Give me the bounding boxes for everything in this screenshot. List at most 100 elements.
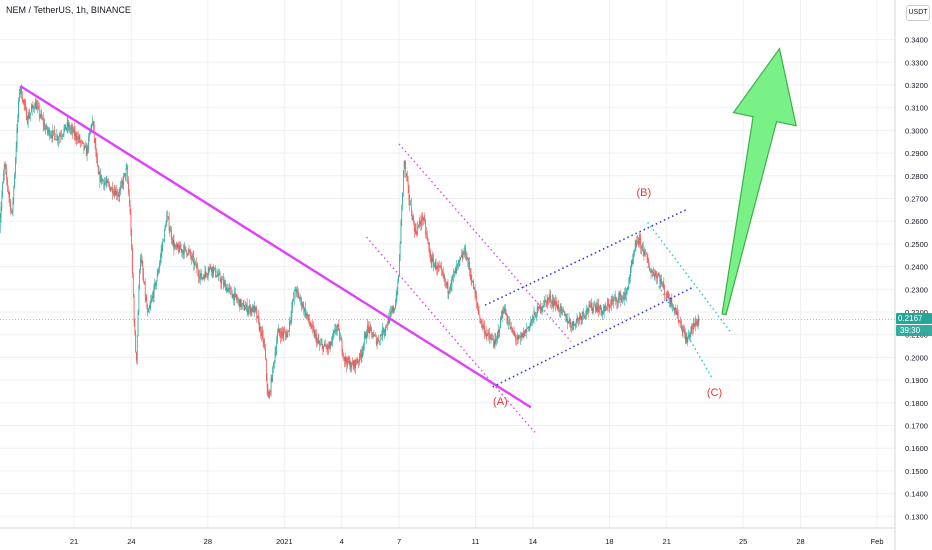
candle-body <box>387 318 389 326</box>
candle-body <box>233 294 235 301</box>
candle-body <box>42 117 43 119</box>
candle-body <box>532 316 533 320</box>
descending-trendline[interactable] <box>19 85 532 409</box>
candle-body <box>625 293 626 295</box>
descending-channel-line[interactable] <box>398 143 572 342</box>
candle-body <box>433 259 434 267</box>
candle-body <box>669 298 670 302</box>
candle-body <box>119 190 121 197</box>
candle-body <box>90 125 92 131</box>
candle-body <box>432 257 434 260</box>
candle-body <box>75 132 77 139</box>
candle-body <box>473 280 474 290</box>
currency-unit-button[interactable]: USDT <box>906 5 930 21</box>
candle-body <box>290 316 292 321</box>
candle-body <box>271 377 273 381</box>
candle-body <box>318 339 320 344</box>
candle-body <box>661 284 663 286</box>
candle-body <box>534 312 536 314</box>
candle-body <box>80 141 82 143</box>
candle-body <box>269 391 271 393</box>
candle-body <box>252 306 254 312</box>
candle-body <box>634 251 635 255</box>
candle-body <box>323 346 325 352</box>
candle-body <box>371 327 372 333</box>
candle-body <box>426 234 428 239</box>
candle-body <box>338 325 340 330</box>
candle-body <box>474 288 476 295</box>
candle-body <box>10 200 11 211</box>
candle-body <box>665 294 667 297</box>
candle-body <box>206 273 207 276</box>
candle-body <box>183 250 184 255</box>
candle-body <box>106 180 108 183</box>
candle-body <box>472 280 474 282</box>
candle-body <box>203 276 205 279</box>
wave-label[interactable]: (A) <box>493 396 508 408</box>
candle-body <box>616 298 618 303</box>
candle-body <box>41 113 43 118</box>
candle-body <box>81 141 82 142</box>
candle-body <box>666 296 668 298</box>
corrective-channel-line[interactable] <box>647 221 733 334</box>
candle-body <box>675 310 677 311</box>
candle-body <box>225 283 227 291</box>
candle-body <box>599 305 601 309</box>
corrective-channel-line[interactable] <box>646 266 714 380</box>
ascending-channel-line[interactable] <box>492 286 694 388</box>
candle-body <box>398 275 399 282</box>
candle-body <box>72 127 74 133</box>
candle-body <box>89 130 91 134</box>
candle-body <box>9 196 11 201</box>
candle-body <box>530 322 532 324</box>
y-tick-label: 0.1700 <box>905 422 928 431</box>
candle-body <box>549 295 551 298</box>
candle-body <box>340 338 341 340</box>
candle-body <box>64 124 66 129</box>
candle-body <box>417 226 419 234</box>
candle-body <box>296 289 297 294</box>
candle-body <box>8 192 10 197</box>
candle-body <box>343 355 344 357</box>
candle-body <box>328 345 329 349</box>
candle-body <box>404 161 406 165</box>
candle-body <box>510 327 512 329</box>
candle-body <box>153 285 155 298</box>
candle-body <box>101 179 103 182</box>
candle-body <box>66 122 68 128</box>
candle-body <box>342 351 344 356</box>
candle-body <box>682 330 684 333</box>
candle-body <box>164 225 166 230</box>
candle-body <box>180 249 182 250</box>
price-axis[interactable]: 0.3400 0.3300 0.3200 0.3100 0.3000 0.2900 0.28… <box>905 36 928 522</box>
candle-body <box>116 194 118 196</box>
candle-body <box>630 268 631 278</box>
candle-body <box>227 289 229 292</box>
candle-body <box>167 216 168 217</box>
candle-body <box>385 325 387 331</box>
candle-body <box>34 108 35 109</box>
candle-body <box>521 333 523 337</box>
candle-body <box>314 333 316 337</box>
candle-body <box>452 275 454 277</box>
candle-body <box>23 100 25 105</box>
wave-label[interactable]: (C) <box>707 387 722 399</box>
candle-body <box>518 336 520 338</box>
wave-label[interactable]: (B) <box>636 187 651 199</box>
candle-body <box>441 267 442 270</box>
candle-body <box>609 305 611 308</box>
candle-body <box>15 147 17 161</box>
time-axis[interactable]: 21 24 28 2021 4 7 11 14 18 21 25 28 Feb <box>70 537 884 546</box>
candle-body <box>641 245 642 249</box>
candle-body <box>204 270 206 279</box>
candle-body <box>654 273 656 278</box>
candle-body <box>351 362 352 368</box>
projection-up-arrow[interactable] <box>721 47 797 316</box>
candle-body <box>639 238 641 240</box>
ascending-channel-line[interactable] <box>484 209 687 306</box>
candle-body <box>360 355 362 357</box>
candle-body <box>40 113 42 117</box>
candle-body <box>454 271 456 274</box>
candle-body <box>395 296 397 305</box>
